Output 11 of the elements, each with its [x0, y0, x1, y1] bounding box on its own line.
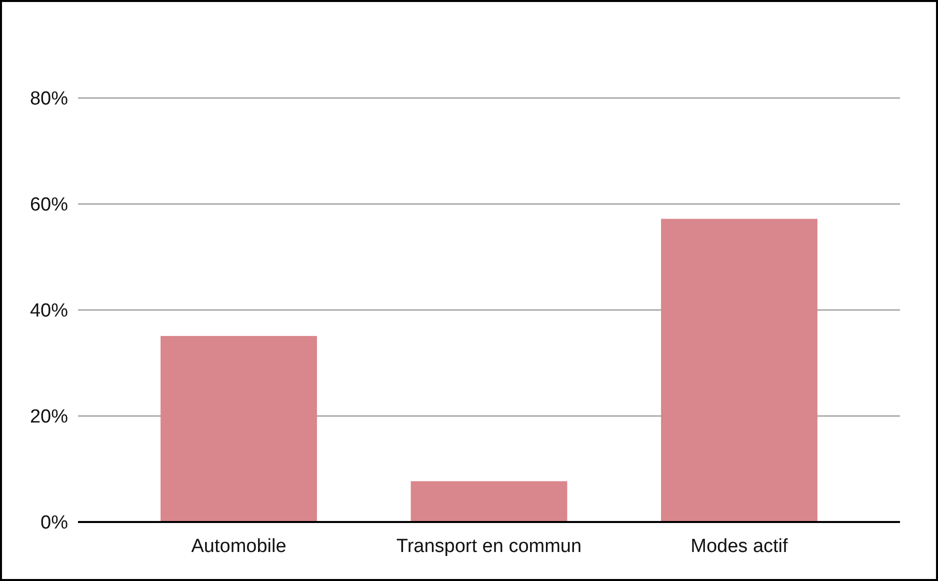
x-tick-label: Automobile: [191, 536, 286, 557]
bar: [661, 218, 818, 522]
y-tick-label: 60%: [30, 194, 68, 216]
y-tick-label: 0%: [40, 512, 68, 534]
y-tick-label: 20%: [30, 406, 68, 428]
x-tick-label: Transport en commun: [396, 536, 582, 557]
y-tick-label: 40%: [30, 300, 68, 322]
bar: [410, 481, 568, 522]
bar: [160, 336, 317, 522]
y-tick-label: 80%: [30, 88, 68, 110]
x-tick-label: Modes actif: [690, 536, 789, 557]
